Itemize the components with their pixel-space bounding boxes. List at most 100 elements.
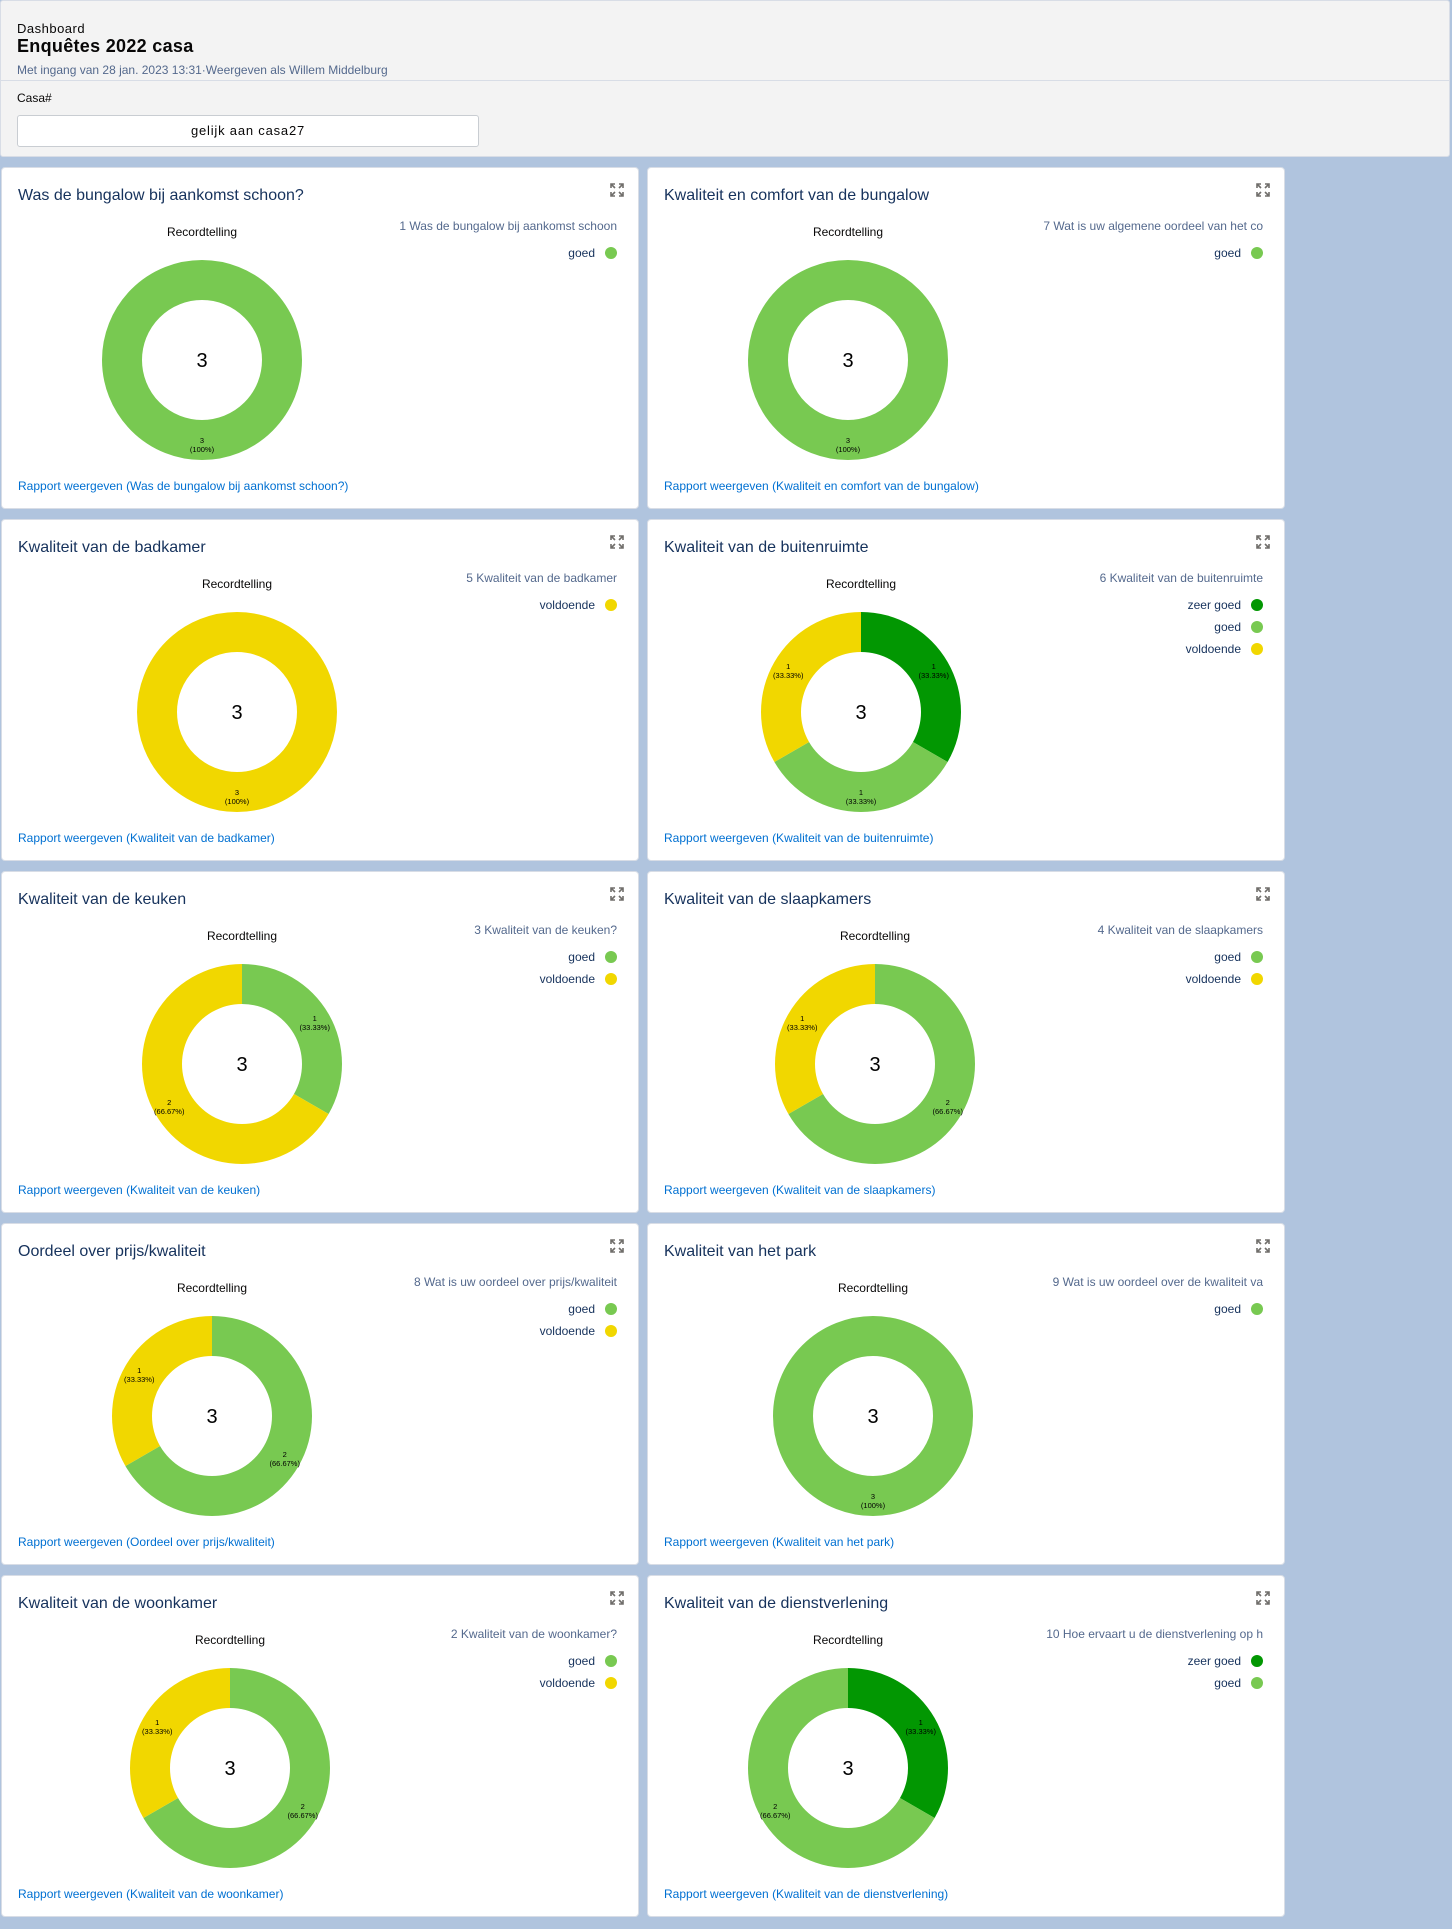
component-title: Kwaliteit van de buitenruimte — [664, 539, 869, 556]
slice-percent-label: (33.33%) — [773, 671, 804, 680]
legend-title: 8 Wat is uw oordeel over prijs/kwaliteit — [414, 1275, 617, 1289]
expand-icon[interactable] — [1256, 1591, 1270, 1605]
legend-item-goed[interactable]: goed — [1186, 946, 1263, 968]
legend-item-goed[interactable]: goed — [568, 242, 617, 264]
donut-chart: Recordtelling 2(66.67%) 1(33.33%) 3 — [775, 929, 975, 1164]
legend-label: goed — [1214, 246, 1241, 260]
legend-title: 3 Kwaliteit van de keuken? — [474, 923, 617, 937]
legend-item-voldoende[interactable]: voldoende — [540, 968, 617, 990]
legend-label: goed — [1214, 1676, 1241, 1690]
legend-item-zeer-goed[interactable]: zeer goed — [1188, 1650, 1263, 1672]
legend-label: voldoende — [539, 1324, 595, 1338]
slice-percent-label: (66.67%) — [933, 1107, 964, 1116]
view-report-link[interactable]: Rapport weergeven (Kwaliteit van de slaa… — [664, 1183, 936, 1197]
chart-slice-voldoende[interactable] — [141, 964, 329, 1164]
chart-slice-goed[interactable] — [774, 742, 948, 812]
legend-swatch — [605, 1655, 617, 1667]
legend-item-goed[interactable]: goed — [1214, 1298, 1263, 1320]
chart-total: 3 — [236, 1054, 247, 1076]
chart-slice-zeer-goed[interactable] — [861, 612, 961, 762]
component-title: Kwaliteit van de badkamer — [18, 539, 206, 556]
chart-slice-goed[interactable] — [143, 1668, 330, 1868]
legend-item-voldoende[interactable]: voldoende — [540, 594, 617, 616]
dashboard-component: Kwaliteit van de badkamer 5 Kwaliteit van… — [1, 519, 639, 861]
casa-filter-button[interactable]: gelijk aan casa27 — [17, 115, 479, 147]
chart-slice-goed[interactable] — [102, 260, 302, 460]
dashboard-component: Kwaliteit van het park 9 Wat is uw oordee… — [647, 1223, 1285, 1565]
legend-item-goed[interactable]: goed — [540, 946, 617, 968]
chart-slice-voldoende[interactable] — [137, 612, 337, 812]
view-report-link[interactable]: Rapport weergeven (Was de bungalow bij a… — [18, 479, 349, 493]
legend-swatch — [1251, 973, 1263, 985]
donut-chart: Recordtelling 1(33.33%) 2(66.67%) 3 — [141, 929, 342, 1164]
chart-slice-goed[interactable] — [773, 1316, 973, 1516]
legend-title: 5 Kwaliteit van de badkamer — [466, 571, 617, 585]
legend-item-goed[interactable]: goed — [1188, 1672, 1263, 1694]
expand-icon[interactable] — [610, 183, 624, 197]
expand-icon[interactable] — [1256, 887, 1270, 901]
dashboard-component: Kwaliteit van de slaapkamers 4 Kwaliteit … — [647, 871, 1285, 1213]
legend-item-goed[interactable]: goed — [1214, 242, 1263, 264]
chart-slice-goed[interactable] — [788, 964, 975, 1164]
legend-item-voldoende[interactable]: voldoende — [540, 1320, 617, 1342]
chart-slice-voldoende[interactable] — [130, 1668, 230, 1818]
chart-slice-voldoende[interactable] — [761, 612, 861, 762]
chart-slice-zeer-goed[interactable] — [848, 1668, 948, 1818]
legend-swatch — [605, 247, 617, 259]
legend-item-goed[interactable]: goed — [540, 1298, 617, 1320]
legend-item-zeer-goed[interactable]: zeer goed — [1186, 594, 1263, 616]
expand-icon[interactable] — [1256, 535, 1270, 549]
slice-percent-label: (33.33%) — [124, 1375, 155, 1384]
chart-title: Recordtelling — [202, 577, 272, 591]
chart-title: Recordtelling — [826, 577, 896, 591]
chart-legend: goed — [1214, 1298, 1263, 1320]
chart-slice-goed[interactable] — [748, 260, 948, 460]
slice-value-label: 2 — [773, 1802, 777, 1811]
view-report-link[interactable]: Rapport weergeven (Kwaliteit van de buit… — [664, 831, 934, 845]
legend-label: voldoende — [539, 1676, 595, 1690]
slice-value-label: 1 — [932, 662, 936, 671]
chart-slice-goed[interactable] — [242, 964, 342, 1114]
chart-title: Recordtelling — [813, 1633, 883, 1647]
expand-icon[interactable] — [1256, 183, 1270, 197]
view-report-link[interactable]: Rapport weergeven (Kwaliteit van de woon… — [18, 1887, 284, 1901]
chart-slice-goed[interactable] — [125, 1316, 312, 1516]
legend-item-goed[interactable]: goed — [1186, 616, 1263, 638]
view-report-link[interactable]: Rapport weergeven (Kwaliteit van de keuk… — [18, 1183, 261, 1197]
chart-slice-voldoende[interactable] — [111, 1316, 212, 1466]
legend-item-voldoende[interactable]: voldoende — [540, 1672, 617, 1694]
view-report-link[interactable]: Rapport weergeven (Kwaliteit van de badk… — [18, 831, 275, 845]
expand-icon[interactable] — [610, 1239, 624, 1253]
legend-swatch — [1251, 621, 1263, 633]
header-divider — [1, 80, 1449, 81]
view-report-link[interactable]: Rapport weergeven (Kwaliteit van de dien… — [664, 1887, 949, 1901]
legend-item-voldoende[interactable]: voldoende — [1186, 968, 1263, 990]
chart-slice-goed[interactable] — [748, 1668, 935, 1868]
slice-value-label: 1 — [800, 1014, 804, 1023]
expand-icon[interactable] — [610, 535, 624, 549]
chart-total: 3 — [867, 1406, 878, 1428]
legend-label: zeer goed — [1187, 1654, 1241, 1668]
slice-percent-label: (66.67%) — [760, 1811, 791, 1820]
breadcrumb: Dashboard — [17, 21, 86, 36]
expand-icon[interactable] — [1256, 1239, 1270, 1253]
component-title: Kwaliteit van de woonkamer — [18, 1595, 218, 1612]
view-report-link[interactable]: Rapport weergeven (Oordeel over prijs/kw… — [18, 1535, 275, 1549]
slice-value-label: 3 — [200, 436, 204, 445]
view-report-link[interactable]: Rapport weergeven (Kwaliteit en comfort … — [664, 479, 979, 493]
legend-label: goed — [1214, 1302, 1241, 1316]
slice-percent-label: (33.33%) — [906, 1727, 937, 1736]
expand-icon[interactable] — [610, 1591, 624, 1605]
chart-slice-voldoende[interactable] — [775, 964, 875, 1114]
component-title: Kwaliteit en comfort van de bungalow — [664, 187, 930, 204]
legend-title: 4 Kwaliteit van de slaapkamers — [1097, 923, 1263, 937]
legend-item-goed[interactable]: goed — [540, 1650, 617, 1672]
page-subtitle: Met ingang van 28 jan. 2023 13:31·Weerge… — [17, 63, 388, 77]
expand-icon[interactable] — [610, 887, 624, 901]
legend-item-voldoende[interactable]: voldoende — [1186, 638, 1263, 660]
dashboard-header: Dashboard Enquêtes 2022 casa Met ingang … — [0, 0, 1450, 157]
view-report-link[interactable]: Rapport weergeven (Kwaliteit van het par… — [664, 1535, 895, 1549]
component-title: Kwaliteit van de slaapkamers — [664, 891, 872, 908]
chart-total: 3 — [206, 1406, 217, 1428]
slice-value-label: 1 — [137, 1366, 141, 1375]
